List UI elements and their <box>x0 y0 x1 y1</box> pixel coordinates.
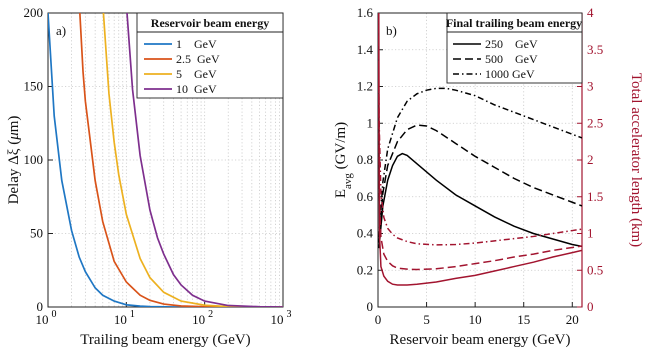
legend-b-entry: 250 GeV <box>485 37 538 51</box>
y2-tick-label: 3 <box>587 79 594 94</box>
series-line-10-gev <box>126 13 283 307</box>
y-tick-label: 100 <box>24 152 44 167</box>
y2-tick-label: 2.5 <box>587 115 603 130</box>
y2-tick-label: 0 <box>587 299 594 314</box>
y-tick-label: 1 <box>367 115 374 130</box>
series-line-5-gev <box>102 13 283 307</box>
y-axis-label-part: (GV/m) <box>333 122 349 173</box>
series-line-250-gev <box>378 152 582 249</box>
y2-tick-label: 1.5 <box>587 189 603 204</box>
x-tick-exponent: 3 <box>287 309 292 320</box>
x-tick-label: 20 <box>566 312 579 327</box>
legend-a-entry: 1 GeV <box>176 37 217 51</box>
series-line-1000-gev <box>378 87 582 238</box>
series-line-250-gev-length <box>378 13 582 286</box>
x-tick-label: 10 <box>114 312 127 327</box>
legend-b-entry: 1000 GeV <box>485 67 535 81</box>
panel-b-series <box>378 13 582 286</box>
series-line-1-gev <box>48 13 283 307</box>
x-tick-label: 10 <box>36 312 49 327</box>
x-tick-exponent: 2 <box>208 309 213 320</box>
y-axis-label-part: m) <box>6 116 22 133</box>
legend-a-entry: 2.5 GeV <box>176 52 220 66</box>
y2-tick-label: 1 <box>587 226 594 241</box>
y-tick-label: 0 <box>37 299 44 314</box>
y-tick-label: 1.4 <box>357 42 374 57</box>
legend-a-title: Reservoir beam energy <box>151 16 269 30</box>
x-tick-exponent: 1 <box>130 309 135 320</box>
series-line-500-gev-length <box>378 13 582 271</box>
y-axis-label: Delay Δξ (μm) <box>6 116 22 205</box>
y-axis-label-part: avg <box>342 173 354 189</box>
x-tick-exponent: 0 <box>52 309 57 320</box>
panel-b: 0 5 10 15 20 0 0.2 0.4 0.6 0.8 1 1.2 1.4 1.6 0 0.5 1 1.5 2… <box>333 5 644 348</box>
y-tick-label: 1.2 <box>357 79 373 94</box>
y-tick-label: 50 <box>30 226 43 241</box>
panel-label-b: b) <box>386 23 397 38</box>
x-tick-label: 0 <box>375 312 382 327</box>
y-tick-label: 200 <box>24 5 44 20</box>
x-tick-label: 10 <box>192 312 205 327</box>
series-line-1000-gev-length <box>378 13 582 246</box>
y-tick-label: 0.2 <box>357 262 373 277</box>
y-tick-label: 0 <box>367 299 374 314</box>
legend-b-box <box>446 12 583 84</box>
y-axis-label-part: Delay Δξ ( <box>6 140 22 205</box>
y2-tick-label: 4 <box>587 5 594 20</box>
panel-label-a: a) <box>56 23 66 38</box>
x-tick-label: 10 <box>469 312 482 327</box>
y-tick-label: 0.6 <box>357 189 374 204</box>
x-tick-label: 10 <box>271 312 284 327</box>
y2-tick-label: 0.5 <box>587 262 603 277</box>
y-axis-label-part: E <box>333 189 349 198</box>
y2-axis-label: Total accelerator length (km) <box>628 73 644 247</box>
series-line-500-gev <box>378 124 582 243</box>
legend-b-entry: 500 GeV <box>485 52 538 66</box>
y-tick-label: 0.8 <box>357 152 373 167</box>
y-tick-label: 150 <box>24 79 44 94</box>
series-line-2-5-gev <box>79 13 283 307</box>
legend-a-entry: 5 GeV <box>176 67 217 81</box>
panel-a-series <box>48 13 283 307</box>
legend-a-box <box>136 12 284 99</box>
legend-a-entry: 10 GeV <box>176 82 217 96</box>
y-axis-label: Eavg (GV/m) <box>333 122 354 198</box>
x-axis-label: Trailing beam energy (GeV) <box>80 332 250 348</box>
y-axis-label-part: μ <box>6 132 22 141</box>
y2-tick-label: 2 <box>587 152 594 167</box>
x-axis-label: Reservoir beam energy (GeV) <box>390 332 571 348</box>
y-tick-label: 1.6 <box>357 5 374 20</box>
legend-b-title: Final trailing beam energy <box>446 16 582 30</box>
y-tick-label: 0.4 <box>357 226 374 241</box>
y2-tick-label: 3.5 <box>587 42 603 57</box>
x-tick-label: 5 <box>423 312 430 327</box>
x-tick-label: 15 <box>517 312 530 327</box>
